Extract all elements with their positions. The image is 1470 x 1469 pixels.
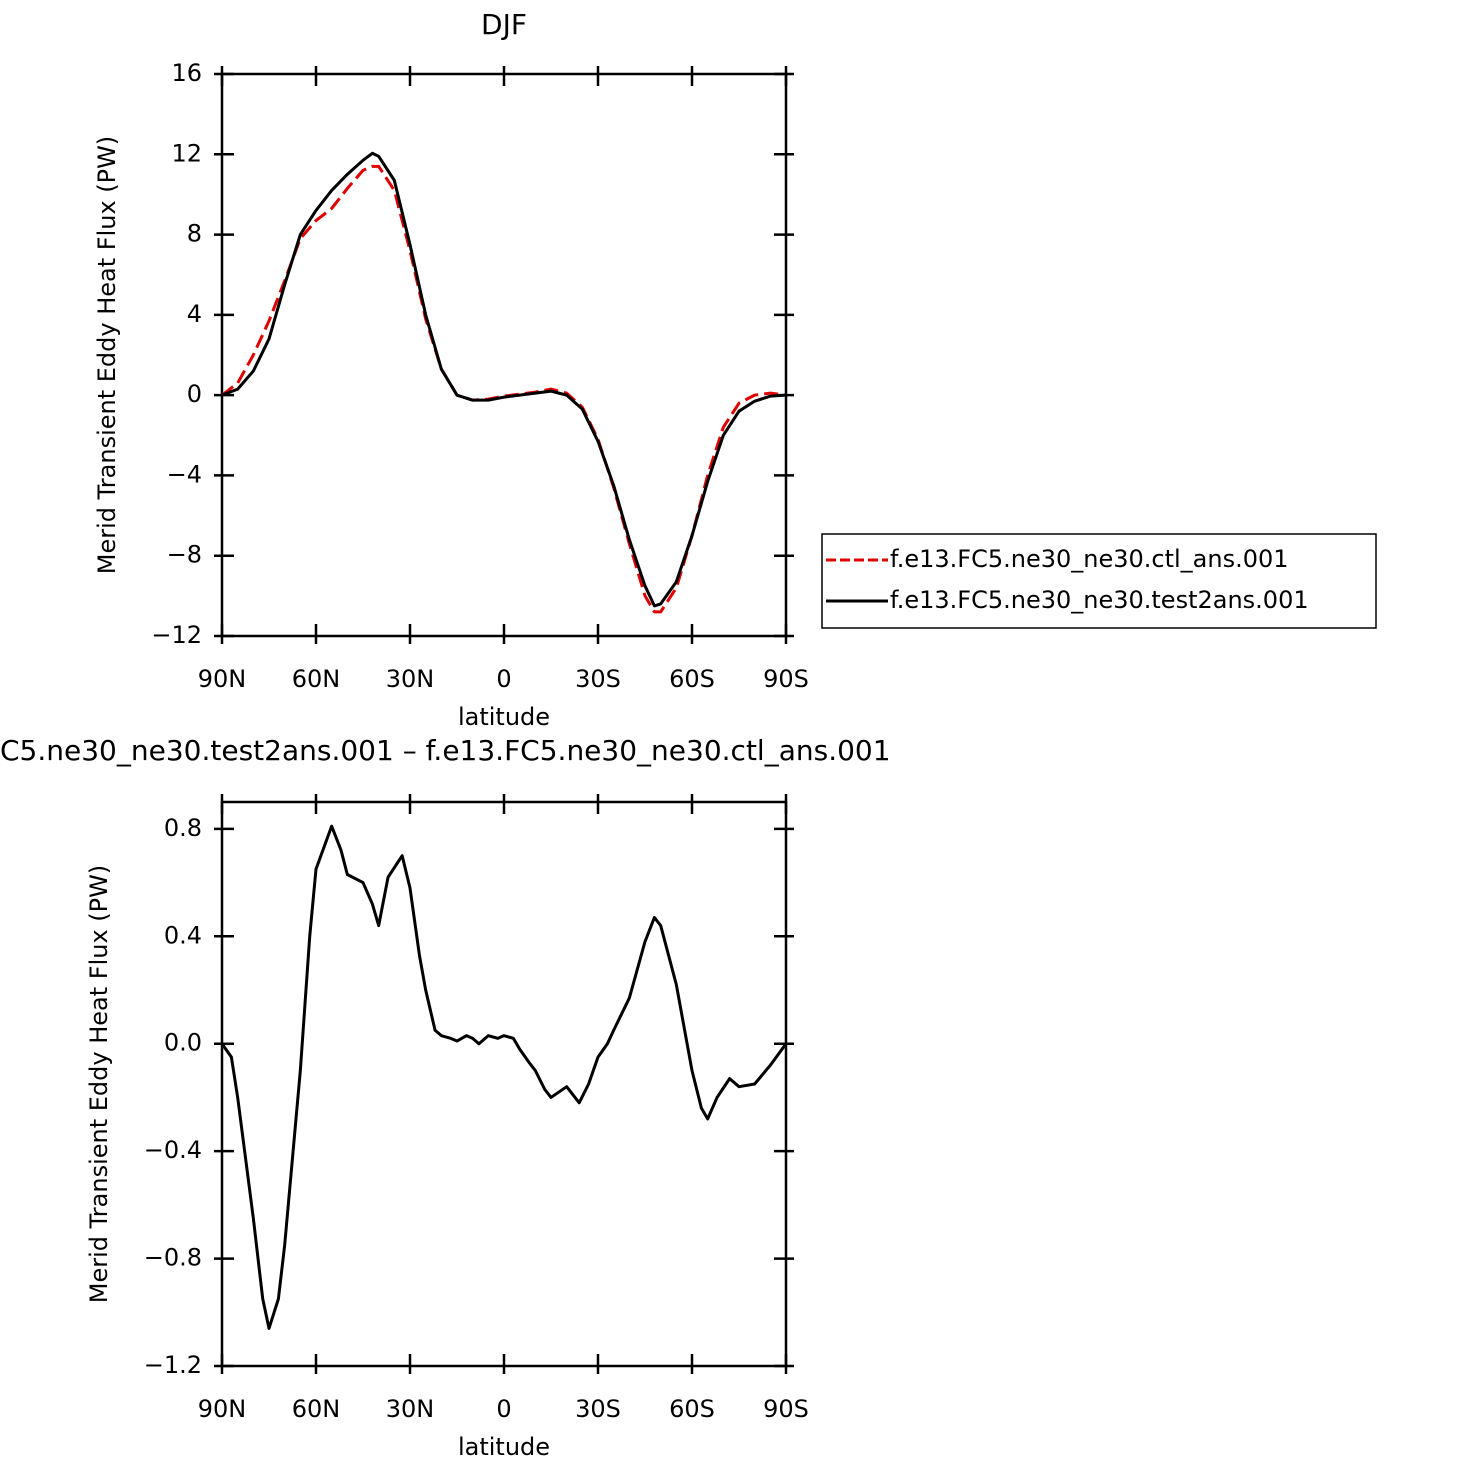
x-tick-label: 30N	[386, 1395, 435, 1423]
data-line	[221, 164, 787, 614]
x-axis-label: latitude	[458, 703, 550, 731]
y-tick-label: 0.0	[164, 1029, 202, 1057]
y-tick-label: −8	[167, 541, 202, 569]
y-tick-label: 16	[171, 59, 202, 87]
y-tick-label: −4	[167, 460, 202, 488]
legend-label: f.e13.FC5.ne30_ne30.ctl_ans.001	[890, 545, 1289, 573]
data-line	[220, 824, 788, 1330]
x-tick-label: 30S	[575, 1395, 621, 1423]
x-tick-label: 90S	[763, 665, 809, 693]
x-tick-label: 60N	[292, 665, 341, 693]
y-tick-label: 4	[187, 300, 202, 328]
plot-frame	[220, 72, 788, 638]
legend-label: f.e13.FC5.ne30_ne30.test2ans.001	[890, 586, 1309, 614]
chart-title: DJF	[481, 8, 527, 41]
x-tick-label: 60N	[292, 1395, 341, 1423]
y-tick-label: 12	[171, 139, 202, 167]
x-tick-label: 0	[496, 1395, 511, 1423]
x-tick-label: 60S	[669, 1395, 715, 1423]
x-axis-label: latitude	[458, 1433, 550, 1461]
x-tick-label: 30S	[575, 665, 621, 693]
x-tick-label: 90N	[198, 1395, 247, 1423]
y-tick-label: −0.4	[144, 1136, 202, 1164]
y-tick-label: 0.8	[164, 814, 202, 842]
y-tick-label: −0.8	[144, 1244, 202, 1272]
x-tick-label: 90N	[198, 665, 247, 693]
x-tick-label: 0	[496, 665, 511, 693]
y-tick-label: 8	[187, 220, 202, 248]
y-axis-label: Merid Transient Eddy Heat Flux (PW)	[85, 865, 113, 1303]
x-tick-label: 30N	[386, 665, 435, 693]
y-tick-label: −12	[151, 621, 202, 649]
x-tick-label: 90S	[763, 1395, 809, 1423]
y-tick-label: 0.4	[164, 921, 202, 949]
x-tick-label: 60S	[669, 665, 715, 693]
plot-frame	[220, 800, 788, 1368]
y-tick-label: 0	[187, 380, 202, 408]
y-axis-label: Merid Transient Eddy Heat Flux (PW)	[93, 136, 121, 574]
data-line	[221, 151, 787, 608]
chart-title: C5.ne30_ne30.test2ans.001 – f.e13.FC5.ne…	[0, 734, 891, 767]
legend-box	[821, 533, 1377, 629]
y-tick-label: −1.2	[144, 1351, 202, 1379]
